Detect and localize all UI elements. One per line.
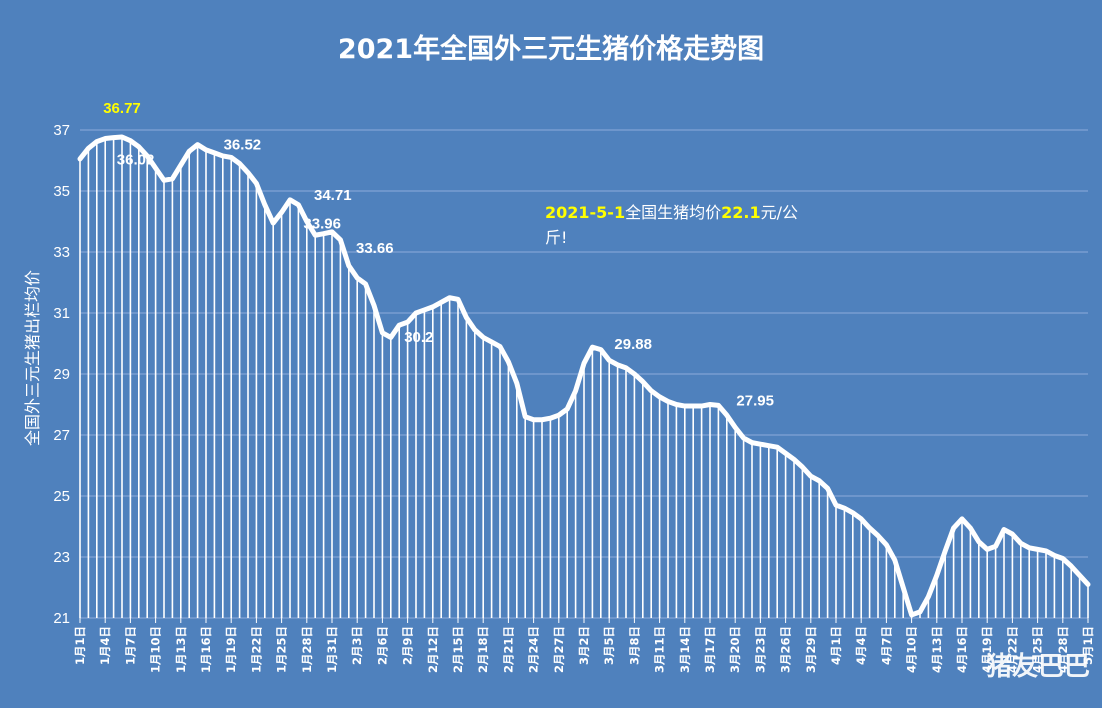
annotation-price: 22.1 [721,203,760,222]
y-tick-label: 31 [53,305,70,322]
data-label: 33.66 [356,240,394,257]
x-axis-ticks: 1月1日 1月4日 1月7日 1月10日 1月13日 1月16日 1月19日 1月22日 1月2… [73,618,1095,673]
x-tick-label: 4月4日 [854,626,868,665]
x-tick-label: 3月8日 [627,626,641,665]
data-label: 36.52 [224,137,262,154]
x-tick-label: 3月5日 [602,626,616,665]
x-tick-label: 1月16日 [199,626,213,673]
x-tick-label: 2月3日 [350,626,364,665]
x-tick-label: 1月10日 [149,626,163,673]
x-tick-label: 4月16日 [955,626,969,673]
x-tick-label: 3月20日 [728,626,742,673]
data-labels: 36.77 36.02 36.52 34.71 33.96 33.66 30.2 29.88 2… [103,100,774,409]
y-tick-label: 27 [53,427,70,444]
y-axis-ticks: 21 23 25 27 29 31 33 35 37 [53,122,70,627]
x-tick-label: 2月6日 [375,626,389,665]
x-tick-label: 1月7日 [123,626,137,665]
x-tick-label: 3月17日 [703,626,717,673]
y-tick-label: 29 [53,366,70,383]
x-tick-label: 5月1日 [1081,626,1095,665]
x-tick-label: 1月1日 [73,626,87,665]
chart-title: 2021年全国外三元生猪价格走势图 [338,33,764,65]
data-label: 36.02 [117,152,155,169]
x-tick-label: 3月11日 [653,626,667,673]
price-series-line [77,134,1091,618]
x-tick-label: 2月15日 [451,626,465,673]
x-tick-label: 3月26日 [779,626,793,673]
x-tick-label: 3月29日 [804,626,818,673]
x-tick-label: 4月19日 [980,626,994,673]
x-tick-label: 4月10日 [905,626,919,673]
x-tick-label: 2月18日 [476,626,490,673]
x-tick-label: 3月2日 [577,626,591,665]
x-tick-label: 3月23日 [753,626,767,673]
x-tick-label: 2月24日 [527,626,541,673]
y-tick-label: 25 [53,488,70,505]
x-tick-label: 2月12日 [426,626,440,673]
data-label: 36.77 [103,100,141,117]
x-tick-label: 3月14日 [678,626,692,673]
x-tick-label: 2月9日 [401,626,415,665]
x-tick-label: 4月25日 [1031,626,1045,673]
x-tick-label: 1月25日 [275,626,289,673]
x-tick-label: 4月13日 [930,626,944,673]
data-label: 30.2 [404,329,433,346]
x-tick-label: 1月28日 [300,626,314,673]
x-tick-label: 4月1日 [829,626,843,665]
x-tick-label: 1月13日 [174,626,188,673]
x-tick-label: 1月4日 [98,626,112,665]
y-tick-label: 33 [53,244,70,261]
series-line-group [77,134,1091,618]
y-tick-label: 21 [53,610,70,627]
x-tick-label: 4月28日 [1056,626,1070,673]
y-axis-label: 全国外三元生猪出栏均价 [23,270,42,446]
annotation-text: 全国生猪均价 [625,203,721,222]
data-label: 34.71 [314,187,352,204]
data-label: 27.95 [736,392,774,409]
price-annotation-line2: 斤! [545,228,567,247]
x-tick-label: 1月31日 [325,626,339,673]
x-tick-label: 2月27日 [552,626,566,673]
annotation-date: 2021-5-1 [545,203,625,222]
annotation-unit: 元/公 [761,203,798,222]
x-tick-label: 1月22日 [249,626,263,673]
data-label: 33.96 [303,216,341,233]
y-tick-label: 35 [53,183,70,200]
x-tick-label: 1月19日 [224,626,238,673]
x-tick-label: 4月7日 [879,626,893,665]
y-tick-label: 23 [53,549,70,566]
drop-lines [79,137,1089,618]
x-tick-label: 4月22日 [1005,626,1019,673]
y-tick-label: 37 [53,122,70,139]
watermark-text: 猪友巴巴 [986,652,1090,682]
x-tick-label: 2月21日 [501,626,515,673]
price-annotation-line1: 2021-5-1全国生猪均价22.1元/公 [545,203,798,222]
data-label: 29.88 [614,336,652,353]
